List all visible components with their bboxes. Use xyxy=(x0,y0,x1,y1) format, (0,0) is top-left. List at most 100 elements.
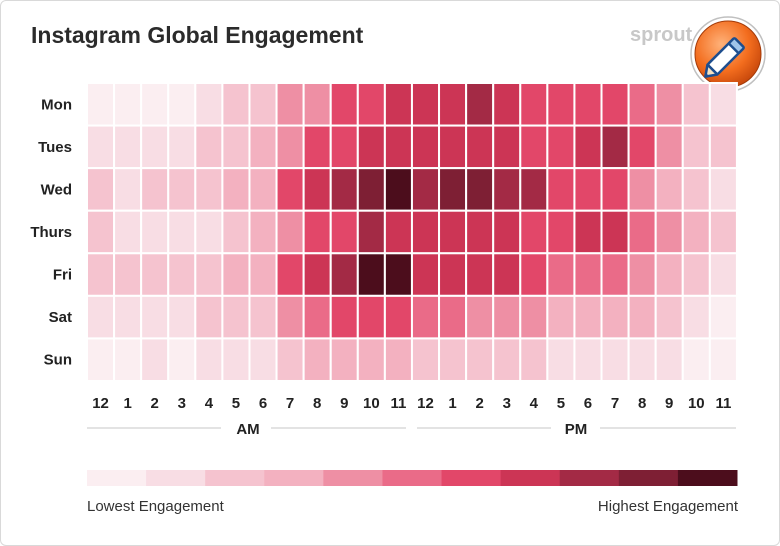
heatmap-cell xyxy=(627,337,657,382)
heatmap-cell xyxy=(465,209,495,255)
heatmap-cell xyxy=(519,337,549,382)
heatmap-cell xyxy=(519,167,549,212)
heatmap-cell xyxy=(248,294,278,340)
heatmap-cell xyxy=(167,209,197,255)
heatmap-cell xyxy=(329,124,359,170)
heatmap-cell xyxy=(302,82,332,127)
heatmap-cell xyxy=(221,252,251,297)
heatmap-cell xyxy=(573,124,603,170)
heatmap-cell xyxy=(248,209,278,255)
heatmap-cell xyxy=(708,252,738,297)
heatmap-cell xyxy=(627,167,657,212)
heatmap-cell xyxy=(627,294,657,340)
row-label: Thurs xyxy=(30,224,72,241)
heatmap-cell xyxy=(465,252,495,297)
heatmap-cell xyxy=(356,294,386,340)
heatmap-cell xyxy=(681,294,711,340)
heatmap-cell xyxy=(708,337,738,382)
heatmap-cell xyxy=(627,209,657,255)
heatmap-cell xyxy=(627,82,657,127)
heatmap-cell xyxy=(248,252,278,297)
heatmap-cell xyxy=(546,209,576,255)
legend-swatch xyxy=(441,470,502,486)
heatmap-cell xyxy=(492,294,522,340)
heatmap-cell xyxy=(681,124,711,170)
row-label: Sun xyxy=(44,352,72,369)
heatmap-cell xyxy=(113,337,143,382)
heatmap-cell xyxy=(302,209,332,255)
column-label: 3 xyxy=(178,395,186,412)
column-label: 5 xyxy=(557,395,565,412)
heatmap-cell xyxy=(708,209,738,255)
heatmap-cell xyxy=(113,294,143,340)
heatmap-cell xyxy=(194,252,224,297)
heatmap-cell xyxy=(600,252,630,297)
heatmap-cell xyxy=(140,124,170,170)
column-label: 7 xyxy=(286,395,294,412)
heatmap-cell xyxy=(573,294,603,340)
heatmap-cell xyxy=(302,252,332,297)
chart-title: Instagram Global Engagement xyxy=(31,22,364,48)
row-label: Wed xyxy=(41,181,72,198)
heatmap-cell xyxy=(113,124,143,170)
heatmap-cell xyxy=(275,82,305,127)
heatmap-cell xyxy=(383,337,413,382)
heatmap-cell xyxy=(221,167,251,212)
heatmap-cell xyxy=(167,124,197,170)
heatmap-cell xyxy=(194,294,224,340)
heatmap-cell xyxy=(546,252,576,297)
heatmap-cell xyxy=(465,124,495,170)
heatmap-cell xyxy=(600,82,630,127)
heatmap-cell xyxy=(438,209,468,255)
column-label: 4 xyxy=(530,395,539,412)
heatmap-cell xyxy=(654,252,684,297)
heatmap-cell xyxy=(194,209,224,255)
row-label: Fri xyxy=(53,267,72,284)
heatmap-cell xyxy=(465,337,495,382)
heatmap-cell xyxy=(681,337,711,382)
heatmap-cell xyxy=(356,82,386,127)
heatmap-cell xyxy=(600,124,630,170)
column-label: 11 xyxy=(715,395,731,412)
heatmap-cell xyxy=(519,209,549,255)
column-label: 10 xyxy=(688,395,705,412)
heatmap-cell xyxy=(302,124,332,170)
heatmap-cell xyxy=(383,252,413,297)
column-label: 8 xyxy=(638,395,646,412)
heatmap-cell xyxy=(221,82,251,127)
column-label: 1 xyxy=(123,395,131,412)
heatmap-cell xyxy=(356,337,386,382)
column-label: 1 xyxy=(448,395,456,412)
heatmap-cell xyxy=(113,252,143,297)
heatmap-cell xyxy=(654,294,684,340)
heatmap-cell xyxy=(438,167,468,212)
heatmap-cell xyxy=(600,167,630,212)
heatmap-cell xyxy=(546,337,576,382)
heatmap-cell xyxy=(410,82,441,127)
heatmap-cell xyxy=(167,337,197,382)
legend-swatch xyxy=(87,470,147,486)
heatmap-cell xyxy=(654,209,684,255)
heatmap-cell xyxy=(86,252,116,297)
heatmap-cell xyxy=(438,252,468,297)
heatmap-cell xyxy=(167,252,197,297)
heatmap-cell xyxy=(383,209,413,255)
heatmap-cell xyxy=(329,294,359,340)
heatmap-cell xyxy=(329,82,359,127)
heatmap-cell xyxy=(654,167,684,212)
row-label: Tues xyxy=(38,139,72,156)
heatmap-cell xyxy=(86,337,116,382)
column-label: 4 xyxy=(205,395,214,412)
heatmap-cell xyxy=(86,294,116,340)
heatmap-cell xyxy=(302,337,332,382)
heatmap-cell xyxy=(708,167,738,212)
heatmap-cell xyxy=(167,82,197,127)
heatmap-cell xyxy=(275,167,305,212)
heatmap-cell xyxy=(573,167,603,212)
heatmap-cell xyxy=(113,209,143,255)
heatmap-cell xyxy=(329,252,359,297)
heatmap-cell xyxy=(167,167,197,212)
heatmap-cell xyxy=(410,124,441,170)
legend-swatch xyxy=(559,470,620,486)
